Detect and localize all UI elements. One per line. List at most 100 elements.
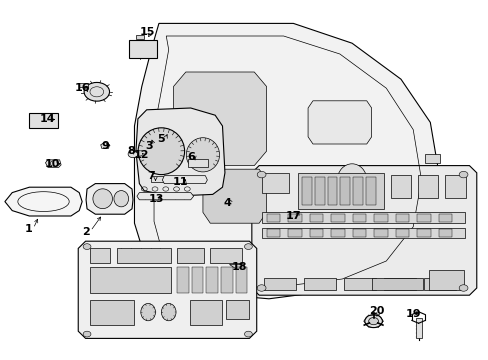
Bar (298, 173, 383, 209)
Bar (424, 278, 455, 290)
Bar (266, 229, 280, 237)
Circle shape (257, 285, 265, 291)
Circle shape (244, 331, 252, 337)
Polygon shape (136, 108, 224, 196)
Bar (210, 248, 242, 263)
Bar (425, 154, 439, 163)
Text: 6: 6 (186, 152, 194, 162)
Text: 10: 10 (45, 159, 61, 169)
Bar (79, 83, 88, 87)
Bar (150, 176, 165, 182)
Bar (177, 248, 203, 263)
Bar (330, 229, 344, 237)
Bar (340, 177, 349, 205)
Bar (416, 214, 430, 222)
Bar (438, 214, 451, 222)
Text: 7: 7 (147, 171, 155, 181)
Bar (373, 214, 387, 222)
Bar (264, 278, 295, 290)
Bar (117, 248, 171, 263)
Bar (191, 267, 203, 293)
Bar (327, 177, 337, 205)
Text: 2: 2 (81, 227, 89, 237)
Polygon shape (228, 264, 240, 272)
Polygon shape (251, 166, 476, 295)
Circle shape (368, 318, 378, 325)
Bar (444, 175, 465, 198)
Circle shape (244, 244, 252, 249)
Text: 19: 19 (405, 309, 420, 319)
Bar (417, 175, 437, 198)
Ellipse shape (337, 164, 366, 196)
Bar (225, 300, 249, 319)
Bar (371, 278, 422, 290)
Bar (90, 248, 110, 263)
Text: 13: 13 (148, 194, 164, 204)
Bar (261, 212, 464, 223)
Bar (304, 278, 335, 290)
Polygon shape (45, 160, 61, 167)
Bar (415, 318, 421, 338)
Circle shape (83, 331, 91, 337)
Bar (177, 267, 188, 293)
Ellipse shape (161, 303, 176, 321)
Bar (352, 229, 366, 237)
Bar (266, 214, 280, 222)
Text: 18: 18 (231, 262, 247, 272)
Text: 17: 17 (285, 211, 301, 221)
Text: 8: 8 (127, 146, 135, 156)
Bar (188, 159, 207, 167)
Bar (129, 40, 157, 58)
Bar (90, 300, 134, 325)
Bar (309, 214, 323, 222)
Ellipse shape (141, 303, 155, 321)
Polygon shape (137, 193, 193, 200)
Bar (428, 270, 463, 290)
Polygon shape (78, 241, 256, 338)
Text: 5: 5 (157, 134, 165, 144)
Text: 12: 12 (134, 150, 149, 160)
Bar (314, 177, 324, 205)
Text: 14: 14 (40, 114, 56, 124)
Bar (365, 177, 375, 205)
Text: 20: 20 (368, 306, 384, 316)
Text: 16: 16 (74, 83, 90, 93)
Bar (221, 267, 232, 293)
Bar (235, 267, 247, 293)
Bar (352, 214, 366, 222)
Circle shape (83, 244, 91, 249)
Bar (395, 214, 408, 222)
Bar (261, 228, 464, 238)
Bar (438, 229, 451, 237)
Bar (395, 229, 408, 237)
Polygon shape (307, 101, 371, 144)
Bar (309, 229, 323, 237)
Ellipse shape (93, 189, 112, 209)
Bar (90, 267, 171, 293)
Text: 4: 4 (223, 198, 231, 208)
Bar (287, 214, 301, 222)
Ellipse shape (186, 138, 219, 172)
Ellipse shape (114, 191, 128, 207)
Circle shape (458, 285, 467, 291)
Text: 15: 15 (140, 27, 155, 37)
Polygon shape (203, 169, 266, 223)
Circle shape (84, 82, 109, 101)
Text: 11: 11 (173, 177, 188, 187)
Circle shape (364, 315, 382, 328)
Bar (189, 300, 221, 325)
Bar (261, 173, 288, 193)
Bar (352, 177, 362, 205)
Polygon shape (162, 176, 207, 184)
Bar (416, 229, 430, 237)
Bar (206, 267, 218, 293)
Text: 9: 9 (101, 141, 109, 151)
Bar (136, 35, 143, 39)
Bar (302, 177, 311, 205)
Circle shape (257, 171, 265, 178)
Circle shape (458, 171, 467, 178)
Text: 1: 1 (24, 224, 32, 234)
Polygon shape (101, 142, 109, 148)
Bar (384, 278, 415, 290)
Bar (373, 229, 387, 237)
